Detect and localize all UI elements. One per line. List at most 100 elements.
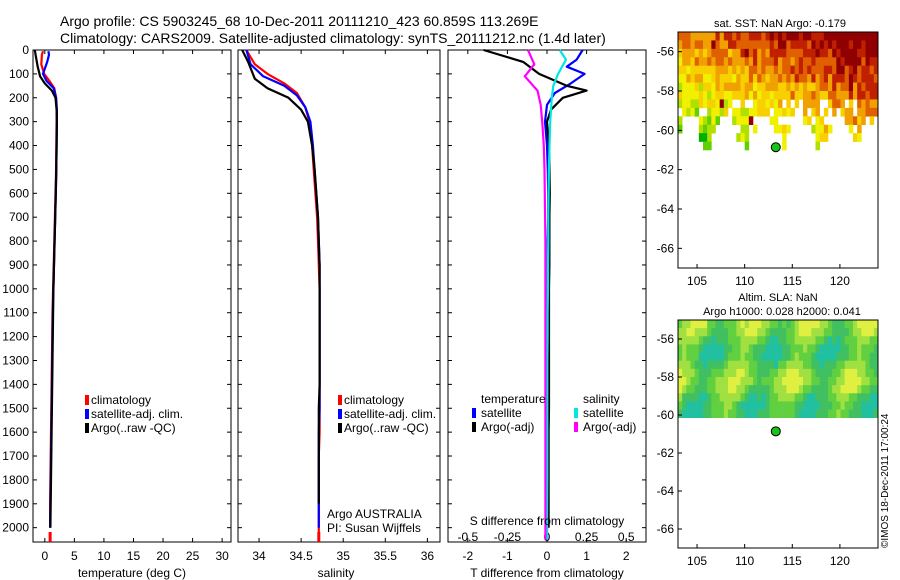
y-tick-label: 1700 <box>2 449 29 463</box>
heatmap-cell <box>736 320 741 329</box>
heatmap-cell <box>686 74 691 83</box>
y-tick-label: 1400 <box>2 377 29 391</box>
heatmap-cell <box>807 320 812 329</box>
sst-heatmap <box>678 32 879 151</box>
heatmap-cell <box>753 368 758 378</box>
legend-swatch-satellite <box>85 409 89 419</box>
heatmap-cell <box>853 57 858 67</box>
heatmap-cell <box>711 48 716 58</box>
heatmap-cell <box>707 328 712 337</box>
heatmap-cell <box>794 360 800 370</box>
heatmap-cell <box>694 99 700 109</box>
heatmap-cell <box>682 409 687 419</box>
heatmap-cell <box>723 385 729 394</box>
heatmap-cell <box>782 48 787 58</box>
heatmap-cell <box>853 360 858 370</box>
heatmap-cell <box>786 124 791 134</box>
heatmap-cell <box>794 409 800 419</box>
heatmap-cell <box>869 385 875 394</box>
heatmap-cell <box>711 344 716 353</box>
heatmap-cell <box>811 409 816 419</box>
heatmap-cell <box>748 91 754 100</box>
heatmap-cell <box>761 385 766 394</box>
heatmap-cell <box>786 385 791 394</box>
heatmap-cell <box>690 48 695 58</box>
heatmap-cell <box>865 40 870 50</box>
heatmap-cell <box>686 65 691 75</box>
heatmap-cell <box>678 320 683 329</box>
heatmap-cell <box>798 328 804 337</box>
heatmap-cell <box>686 368 691 378</box>
heatmap-cell <box>828 328 833 337</box>
heatmap-cell <box>869 82 875 92</box>
heatmap-cell <box>769 393 775 402</box>
heatmap-cell <box>832 377 837 386</box>
heatmap-cell <box>707 409 712 419</box>
heatmap-cell <box>832 409 837 419</box>
heatmap-cell <box>869 368 875 378</box>
heatmap-cell <box>686 32 691 41</box>
heatmap-cell <box>757 40 762 50</box>
heatmap-cell <box>798 82 804 92</box>
top-tick-label: 0.5 <box>618 530 635 544</box>
heatmap-cell <box>803 116 808 126</box>
heatmap-cell <box>865 360 870 370</box>
heatmap-cell <box>811 336 816 345</box>
heatmap-cell <box>778 57 783 67</box>
heatmap-cell <box>769 40 775 50</box>
heatmap-cell <box>744 385 750 394</box>
heatmap-cell <box>798 368 804 378</box>
heatmap-cell <box>728 91 733 100</box>
sst-argo-position-marker <box>770 142 781 153</box>
heatmap-cell <box>740 74 745 83</box>
heatmap-cell <box>869 393 875 402</box>
heatmap-cell <box>861 360 866 370</box>
temperature-legend: climatology satellite-adj. clim. Argo(..… <box>85 393 183 435</box>
heatmap-cell <box>782 107 787 117</box>
heatmap-cell <box>707 116 712 126</box>
x-tick-label: -2 <box>462 549 473 563</box>
heatmap-cell <box>807 336 812 345</box>
heatmap-cell <box>836 32 841 41</box>
heatmap-cell <box>819 124 825 134</box>
heatmap-cell <box>836 336 841 345</box>
heatmap-cell <box>728 385 733 394</box>
heatmap-cell <box>823 360 829 370</box>
heatmap-cell <box>848 48 854 58</box>
heatmap-cell <box>703 48 708 58</box>
heatmap-cell <box>748 360 754 370</box>
heatmap-cell <box>753 377 758 386</box>
heatmap-cell <box>773 74 779 83</box>
heatmap-cell <box>715 352 720 362</box>
heatmap-cell <box>848 352 854 362</box>
heatmap-cell <box>869 401 875 410</box>
heatmap-cell <box>786 401 791 410</box>
heatmap-cell <box>711 82 716 92</box>
heatmap-cell <box>740 107 745 117</box>
heatmap-cell <box>869 320 875 329</box>
y-tick-label: 200 <box>9 91 29 105</box>
heatmap-cell <box>782 57 787 67</box>
heatmap-cell <box>769 116 775 126</box>
heatmap-cell <box>761 65 766 75</box>
x-tick-label: 105 <box>687 554 707 568</box>
heatmap-cell <box>869 116 875 126</box>
heatmap-cell <box>857 57 862 67</box>
heatmap-cell <box>686 377 691 386</box>
heatmap-cell <box>786 336 791 345</box>
heatmap-cell <box>807 65 812 75</box>
heatmap-cell <box>790 368 795 378</box>
heatmap-cell <box>690 360 695 370</box>
heatmap-cell <box>823 48 829 58</box>
heatmap-cell <box>761 336 766 345</box>
heatmap-cell <box>836 57 841 67</box>
heatmap-cell <box>711 107 716 117</box>
heatmap-cell <box>757 91 762 100</box>
heatmap-cell <box>715 336 720 345</box>
heatmap-cell <box>748 344 754 353</box>
heatmap-cell <box>823 57 829 67</box>
heatmap-cell <box>678 360 683 370</box>
y-tick-label: -62 <box>657 446 675 460</box>
heatmap-cell <box>836 328 841 337</box>
heatmap-cell <box>815 360 820 370</box>
